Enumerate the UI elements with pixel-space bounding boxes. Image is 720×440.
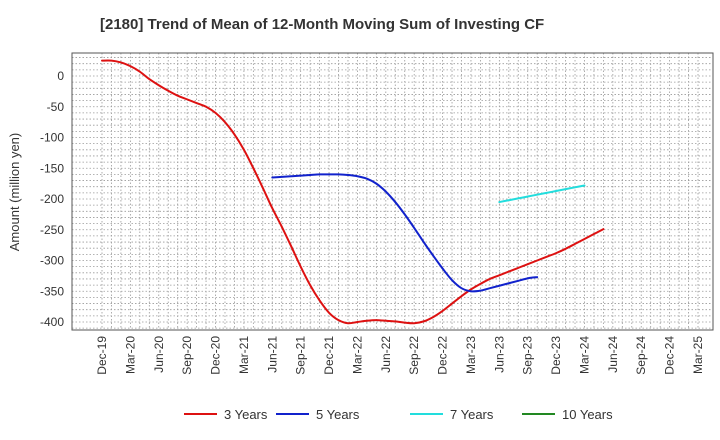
y-tick-label: -400	[40, 315, 64, 329]
plot-frame	[71, 52, 714, 331]
y-tick-label: 0	[57, 69, 64, 83]
y-tick-label: -200	[40, 192, 64, 206]
x-tick-label: Dec-22	[436, 336, 450, 375]
chart-title: [2180] Trend of Mean of 12-Month Moving …	[100, 16, 544, 33]
x-tick-label: Dec-19	[95, 336, 109, 375]
x-tick-label: Mar-24	[577, 336, 591, 374]
x-tick-label: Dec-21	[322, 336, 336, 375]
legend-label-5-years: 5 Years	[316, 407, 360, 422]
y-tick-label: -100	[40, 131, 64, 145]
y-tick-labels: 0 -50 -100 -150 -200 -250 -300 -350 -400	[40, 69, 64, 329]
x-tick-label: Sep-21	[294, 336, 308, 375]
y-tick-label: -250	[40, 223, 64, 237]
x-tick-label: Jun-21	[265, 336, 279, 373]
x-tick-label: Sep-20	[180, 336, 194, 375]
legend-label-10-years: 10 Years	[562, 407, 613, 422]
series-line-5-years	[271, 173, 539, 293]
series-line-3-years	[101, 59, 605, 325]
y-tick-label: -350	[40, 284, 64, 298]
series-line-7-years	[498, 184, 586, 204]
x-tick-label: Mar-20	[123, 336, 137, 374]
x-tick-label: Mar-22	[350, 336, 364, 374]
legend: 3 Years 5 Years 7 Years 10 Years	[184, 407, 613, 422]
y-tick-label: -300	[40, 254, 64, 268]
x-tick-labels: Dec-19 Mar-20 Jun-20 Sep-20 Dec-20 Mar-21 Jun-…	[95, 336, 705, 375]
legend-label-3-years: 3 Years	[224, 407, 268, 422]
x-tick-label: Dec-23	[549, 336, 563, 375]
x-tick-label: Sep-23	[521, 336, 535, 375]
x-tick-label: Sep-24	[634, 336, 648, 375]
x-tick-label: Jun-22	[379, 336, 393, 373]
x-tick-label: Jun-20	[152, 336, 166, 373]
x-tick-label: Jun-24	[606, 336, 620, 373]
grid-lines	[72, 53, 713, 330]
x-tick-label: Mar-23	[464, 336, 478, 374]
y-axis-label: Amount (million yen)	[7, 133, 22, 252]
x-tick-label: Dec-20	[209, 336, 223, 375]
x-tick-label: Mar-21	[237, 336, 251, 374]
y-tick-label: -50	[47, 100, 65, 114]
x-tick-label: Sep-22	[407, 336, 421, 375]
x-tick-label: Dec-24	[663, 336, 677, 375]
plot-area	[101, 59, 605, 325]
x-tick-label: Jun-23	[492, 336, 506, 373]
x-tick-label: Mar-25	[691, 336, 705, 374]
y-tick-label: -150	[40, 161, 64, 175]
legend-label-7-years: 7 Years	[450, 407, 494, 422]
